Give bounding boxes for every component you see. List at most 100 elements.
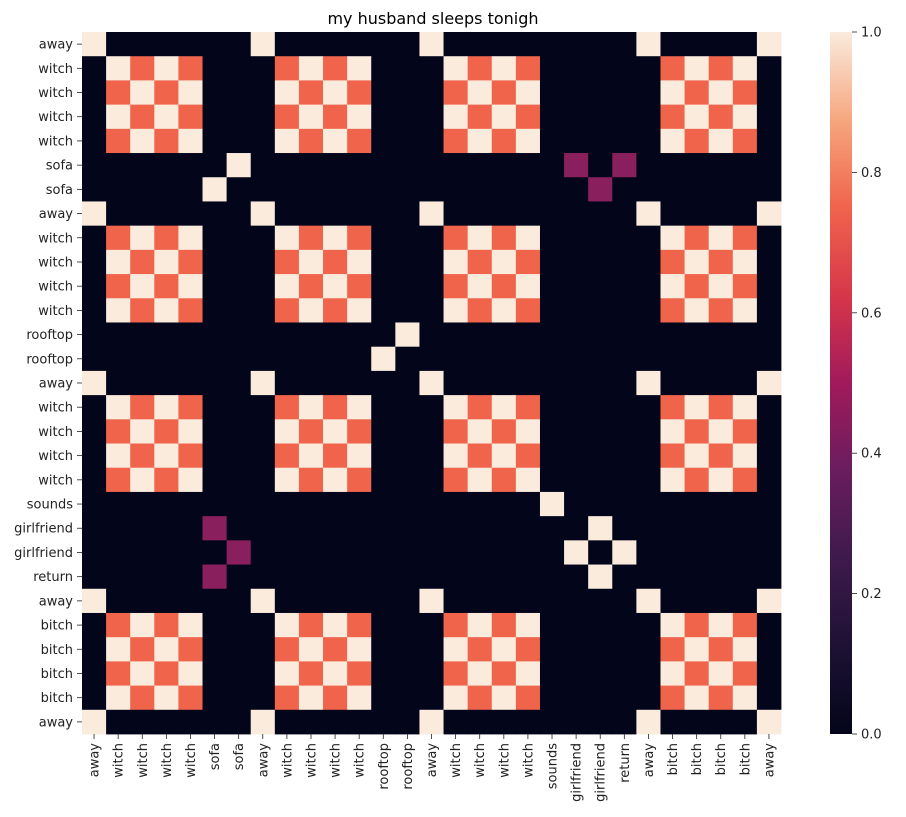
heatmap-cell xyxy=(395,685,420,711)
heatmap-cell xyxy=(106,32,131,57)
heatmap-cell xyxy=(732,346,758,372)
heatmap-cell xyxy=(636,274,661,299)
heatmap-cell xyxy=(347,104,372,130)
heatmap-cell xyxy=(154,274,179,299)
heatmap-cell xyxy=(274,540,300,565)
heatmap-cell xyxy=(250,491,276,517)
heatmap-cell xyxy=(756,322,782,348)
heatmap-cell xyxy=(515,249,541,275)
heatmap-cell xyxy=(82,104,107,130)
heatmap-cell xyxy=(636,395,661,420)
heatmap-cell xyxy=(154,346,179,372)
y-tick-label: rooftop xyxy=(26,328,73,343)
heatmap-cell xyxy=(467,491,493,517)
heatmap-cell xyxy=(395,419,420,444)
heatmap-cell xyxy=(323,685,348,711)
y-tick-label: return xyxy=(33,570,73,585)
heatmap-cell xyxy=(660,153,685,178)
y-tick-label: witch xyxy=(38,304,73,319)
heatmap-cell xyxy=(298,153,324,178)
heatmap-cell xyxy=(250,128,276,154)
heatmap-cell xyxy=(443,201,469,227)
x-tick-label: sofa xyxy=(232,743,247,770)
colorbar-tick-label: 0.0 xyxy=(861,728,882,743)
heatmap-cell xyxy=(684,249,710,275)
heatmap-cell xyxy=(636,661,661,686)
heatmap-cell xyxy=(539,225,565,251)
heatmap-cell xyxy=(82,153,107,178)
heatmap-cell xyxy=(82,443,107,469)
heatmap-cell xyxy=(732,395,758,420)
heatmap-cell xyxy=(491,153,517,178)
heatmap-cell xyxy=(684,322,710,348)
heatmap-cell xyxy=(202,346,228,372)
heatmap-cell xyxy=(178,588,203,614)
heatmap-cell xyxy=(564,395,589,420)
y-tick-label: bitch xyxy=(41,667,73,682)
x-tick-label: away xyxy=(762,743,777,778)
x-tick-label: girlfriend xyxy=(594,743,609,802)
heatmap-cell xyxy=(106,225,131,251)
heatmap-cell xyxy=(298,612,324,638)
heatmap-cell xyxy=(395,32,420,57)
heatmap-cell xyxy=(154,685,179,711)
heatmap-cell xyxy=(395,395,420,420)
y-tick-label: away xyxy=(39,207,74,222)
heatmap-cell xyxy=(515,346,541,372)
heatmap-cell xyxy=(323,201,348,227)
heatmap-cell xyxy=(178,491,203,517)
heatmap-cell xyxy=(491,661,517,686)
heatmap-cell xyxy=(226,395,252,420)
heatmap-cell xyxy=(178,612,203,638)
heatmap-cell xyxy=(443,685,469,711)
heatmap-cell xyxy=(419,298,444,323)
heatmap-cell xyxy=(130,612,155,638)
heatmap-cell xyxy=(130,298,155,323)
heatmap-cell xyxy=(178,32,203,57)
heatmap-cell xyxy=(395,298,420,323)
heatmap-cell xyxy=(106,491,131,517)
heatmap-cell xyxy=(323,588,348,614)
heatmap-cell xyxy=(684,709,710,735)
heatmap-cell xyxy=(226,467,252,493)
heatmap-cell xyxy=(371,298,396,323)
heatmap-cell xyxy=(106,153,131,178)
heatmap-cell xyxy=(226,56,252,81)
heatmap-cell xyxy=(756,685,782,711)
y-tick-label: sounds xyxy=(27,498,73,513)
heatmap-cell xyxy=(130,370,155,396)
heatmap-cell xyxy=(178,104,203,130)
heatmap-cell xyxy=(588,467,613,493)
heatmap-cell xyxy=(467,56,493,81)
heatmap-cell xyxy=(202,564,228,590)
heatmap-cell xyxy=(515,588,541,614)
heatmap-cell xyxy=(564,80,589,106)
heatmap-cell xyxy=(226,491,252,517)
heatmap-cell xyxy=(515,540,541,565)
heatmap-cell xyxy=(564,540,589,565)
heatmap-cell xyxy=(612,540,637,565)
heatmap-cell xyxy=(467,588,493,614)
heatmap-cell xyxy=(756,709,782,735)
heatmap-cell xyxy=(612,80,637,106)
heatmap-cell xyxy=(564,201,589,227)
heatmap-cell xyxy=(660,443,685,469)
heatmap-cell xyxy=(250,370,276,396)
heatmap-cell xyxy=(467,467,493,493)
heatmap-cell xyxy=(298,540,324,565)
heatmap-cell xyxy=(130,32,155,57)
heatmap-cell xyxy=(491,32,517,57)
heatmap-cell xyxy=(154,612,179,638)
heatmap-cell xyxy=(323,709,348,735)
heatmap-cell xyxy=(178,443,203,469)
heatmap-cell xyxy=(395,370,420,396)
heatmap-cell xyxy=(660,588,685,614)
heatmap-cell xyxy=(732,225,758,251)
heatmap-cell xyxy=(708,177,734,202)
heatmap-cell xyxy=(515,56,541,81)
heatmap-cell xyxy=(515,419,541,444)
y-tick-label: away xyxy=(39,715,74,730)
heatmap-cell xyxy=(347,80,372,106)
heatmap-cell xyxy=(588,274,613,299)
heatmap-cell xyxy=(274,298,300,323)
